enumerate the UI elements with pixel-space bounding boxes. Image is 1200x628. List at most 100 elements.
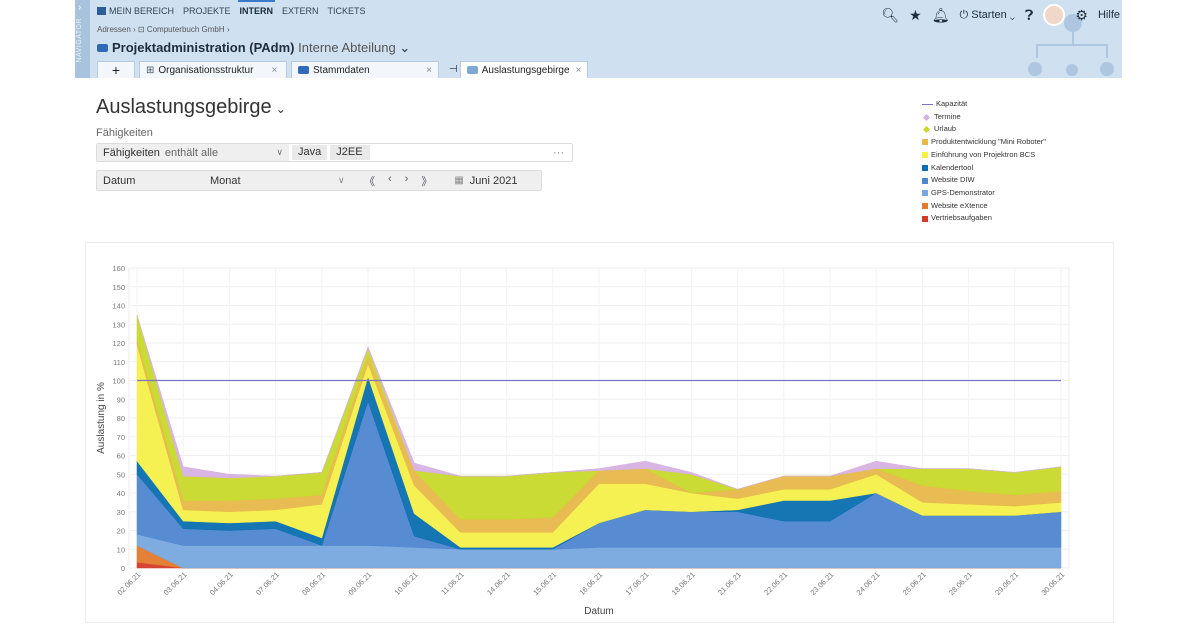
nav-mein-bereich[interactable]: MEIN BEREICH xyxy=(97,6,174,16)
date-filter-name: Datum xyxy=(103,174,136,187)
skill-tag-j2ee[interactable]: J2EE xyxy=(330,145,371,160)
x-tick-label: 04.06.21 xyxy=(208,570,235,597)
star-icon[interactable]: ★ xyxy=(909,6,922,23)
tab-label: Auslastungsgebirge xyxy=(481,64,570,76)
x-tick-label: 21.06.21 xyxy=(716,570,743,597)
x-tick-label: 24.06.21 xyxy=(855,570,882,597)
date-filter[interactable]: Datum Monat ∨ 《 ‹ › 》 ▦ Juni 2021 xyxy=(96,170,542,191)
tab-stammdaten[interactable]: Stammdaten × xyxy=(291,61,439,78)
x-tick-label: 25.06.21 xyxy=(901,570,928,597)
help-link[interactable]: Hilfe xyxy=(1097,9,1120,21)
x-tick-label: 09.06.21 xyxy=(346,570,373,597)
y-tick-label: 0 xyxy=(121,564,125,573)
x-tick-label: 30.06.21 xyxy=(1039,570,1066,597)
legend-item[interactable]: Website eXtence xyxy=(922,200,1046,213)
x-axis-title: Datum xyxy=(584,606,613,617)
y-tick-label: 100 xyxy=(112,377,125,386)
expand-navigator-icon[interactable]: › xyxy=(78,2,82,13)
more-icon[interactable]: ··· xyxy=(553,146,564,159)
legend-label: Website eXtence xyxy=(931,200,988,210)
chevron-down-icon[interactable]: ⌄ xyxy=(399,40,411,55)
tab-organisationsstruktur[interactable]: ⊞ Organisationsstruktur × xyxy=(139,61,287,78)
skills-filter[interactable]: Fähigkeiten enthält alle ∨ Java J2EE ··· xyxy=(96,143,573,162)
close-icon[interactable]: × xyxy=(271,64,278,76)
first-period-icon[interactable]: 《 xyxy=(364,175,375,188)
help-icon[interactable]: ❓︎ xyxy=(1025,6,1034,23)
legend-item[interactable]: Urlaub xyxy=(922,123,1046,136)
new-tab-button[interactable]: + xyxy=(97,61,135,78)
last-period-icon[interactable]: 》 xyxy=(421,175,433,188)
nav-extern[interactable]: EXTERN xyxy=(282,6,319,16)
x-tick-label: 10.06.21 xyxy=(393,570,420,597)
pin-icon[interactable]: ⊣ xyxy=(449,64,458,75)
close-icon[interactable]: × xyxy=(575,64,582,76)
legend-swatch xyxy=(922,103,933,106)
legend-swatch xyxy=(922,152,928,159)
y-tick-label: 150 xyxy=(112,283,125,292)
project-name: Projektadministration (PAdm) xyxy=(112,40,295,55)
legend-item[interactable]: Vertriebsaufgaben xyxy=(922,212,1046,225)
chevron-down-icon[interactable]: ∨ xyxy=(338,175,345,185)
y-tick-label: 130 xyxy=(112,320,125,329)
gear-icon[interactable]: ⚙ xyxy=(1075,6,1088,23)
legend-label: Kalendertool xyxy=(931,162,974,172)
skills-filter-field[interactable]: Fähigkeiten enthält alle ∨ xyxy=(97,144,289,161)
chart-legend: Kapazität Termine Urlaub Produktentwicklung… xyxy=(922,98,1046,225)
legend-item[interactable]: Website DIW xyxy=(922,174,1046,187)
org-tree-icon: ⊞ xyxy=(146,64,155,76)
y-tick-label: 20 xyxy=(117,527,125,536)
chart-card: 0 10 20 30 40 50 60 70 80 90 100 110 120 130 140 150 160… xyxy=(85,242,1114,623)
tab-auslastungsgebirge[interactable]: Auslastungsgebirge × xyxy=(459,61,589,78)
legend-item[interactable]: Termine xyxy=(922,111,1046,124)
period-unit-select[interactable]: Monat xyxy=(210,174,241,187)
legend-label: Vertriebsaufgaben xyxy=(931,213,992,223)
y-tick-label: 60 xyxy=(117,452,125,461)
legend-item[interactable]: Kalendertool xyxy=(922,162,1046,175)
x-tick-label: 03.06.21 xyxy=(162,570,189,597)
y-tick-label: 80 xyxy=(117,414,125,423)
x-tick-label: 29.06.21 xyxy=(993,570,1020,597)
tab-bar: + ⊞ Organisationsstruktur × Stammdaten ×… xyxy=(97,61,592,78)
x-tick-label: 23.06.21 xyxy=(808,570,835,597)
y-axis-title: Auslastung in % xyxy=(96,382,107,454)
nav-label: MEIN BEREICH xyxy=(109,6,175,16)
legend-swatch xyxy=(922,139,928,146)
header-decoration xyxy=(1022,0,1122,78)
navigator-strip[interactable]: › NAVIGATOR xyxy=(75,0,90,78)
month-picker[interactable]: ▦ Juni 2021 xyxy=(454,175,517,187)
previous-period-icon[interactable]: ‹ xyxy=(388,172,392,185)
next-period-icon[interactable]: › xyxy=(404,172,409,185)
period-navigation: 《 ‹ › 》 xyxy=(364,173,432,189)
legend-item[interactable]: GPS-Demonstrator xyxy=(922,187,1046,200)
nav-tickets[interactable]: TICKETS xyxy=(327,6,366,16)
area-series xyxy=(136,314,1062,490)
breadcrumb[interactable]: Adressen › ⊡ Computerbuch GmbH › xyxy=(97,25,230,34)
nav-projekte[interactable]: PROJEKTE xyxy=(183,6,231,16)
chevron-down-icon[interactable]: ⌄ xyxy=(275,102,286,116)
top-navigation: MEIN BEREICH PROJEKTE INTERN EXTERN TICK… xyxy=(97,0,375,16)
x-tick-label: 07.06.21 xyxy=(254,570,281,597)
nav-intern[interactable]: INTERN xyxy=(237,0,275,16)
chevron-down-icon[interactable]: ∨ xyxy=(276,147,283,157)
x-tick-label: 15.06.21 xyxy=(531,570,558,597)
legend-label: Einführung von Projektron BCS xyxy=(931,149,1036,159)
legend-item[interactable]: Einführung von Projektron BCS xyxy=(922,149,1046,162)
project-title[interactable]: Projektadministration (PAdm) Interne Abt… xyxy=(97,40,410,56)
page-title[interactable]: Auslastungsgebirge ⌄ xyxy=(96,96,286,119)
project-icon xyxy=(298,66,309,74)
x-tick-label: 28.06.21 xyxy=(947,570,974,597)
legend-item[interactable]: Kapazität xyxy=(922,98,1046,111)
skill-tag-java[interactable]: Java xyxy=(292,145,328,160)
close-icon[interactable]: × xyxy=(426,64,432,76)
start-menu-button[interactable]: ⏻ Starten ⌄ xyxy=(959,8,1015,21)
y-tick-label: 120 xyxy=(112,339,125,348)
y-tick-label: 40 xyxy=(117,489,125,498)
y-tick-label: 110 xyxy=(113,358,125,367)
legend-swatch xyxy=(922,126,931,134)
month-label: Juni 2021 xyxy=(469,174,518,187)
bell-icon[interactable]: 🔔︎ xyxy=(931,6,950,23)
avatar[interactable] xyxy=(1043,4,1066,26)
x-tick-label: 17.06.21 xyxy=(624,570,651,597)
search-icon[interactable]: 🔍︎ xyxy=(881,6,900,23)
legend-item[interactable]: Produktentwicklung "Mini Roboter" xyxy=(922,136,1046,149)
